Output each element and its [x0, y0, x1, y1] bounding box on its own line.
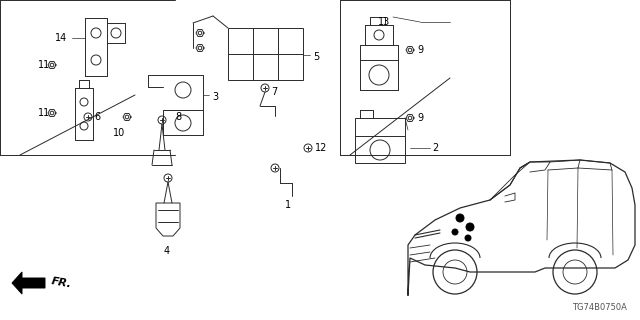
Text: 4: 4	[164, 246, 170, 256]
Text: TG74B0750A: TG74B0750A	[572, 303, 627, 312]
Text: 11: 11	[38, 60, 51, 70]
Circle shape	[452, 229, 458, 235]
Text: 6: 6	[94, 112, 100, 122]
Text: FR.: FR.	[50, 276, 72, 290]
Text: 9: 9	[417, 113, 423, 123]
Bar	[355, 118, 405, 163]
Text: 8: 8	[175, 112, 181, 122]
Bar	[228, 28, 303, 80]
Text: 5: 5	[313, 52, 319, 62]
Polygon shape	[12, 272, 45, 294]
Text: 11: 11	[38, 108, 51, 118]
Circle shape	[456, 214, 464, 222]
Text: 3: 3	[212, 92, 218, 102]
Text: 9: 9	[417, 45, 423, 55]
Text: 13: 13	[378, 17, 390, 27]
Text: 12: 12	[315, 143, 328, 153]
Text: 1: 1	[285, 200, 291, 210]
Circle shape	[466, 223, 474, 231]
Text: 7: 7	[271, 87, 277, 97]
Text: 14: 14	[55, 33, 67, 43]
Circle shape	[465, 235, 471, 241]
Text: 10: 10	[113, 128, 125, 138]
Text: 2: 2	[432, 143, 438, 153]
